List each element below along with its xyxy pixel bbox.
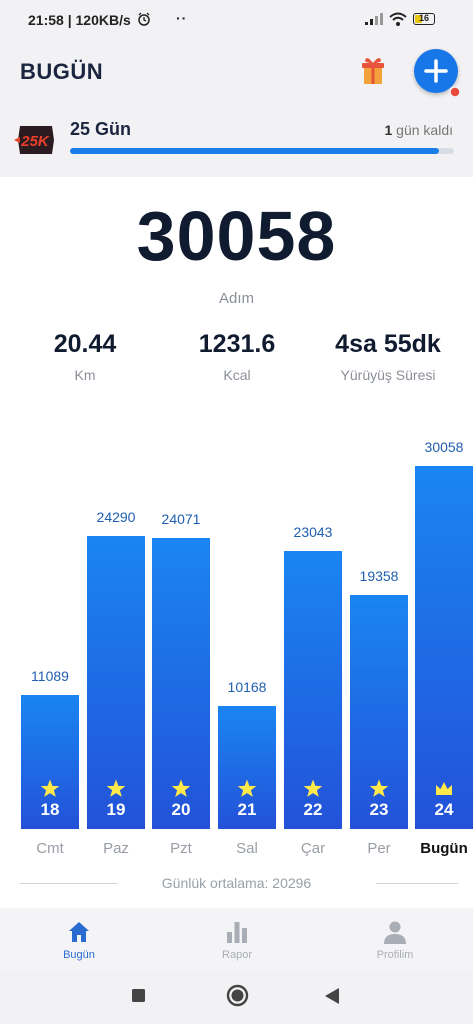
distance-value: 20.44 xyxy=(53,330,117,358)
chart-bar-value: 24290 xyxy=(96,509,136,525)
chart-category-label: Paz xyxy=(103,840,129,857)
chart-category-label: Per xyxy=(367,840,391,857)
chart-category-label: Pzt xyxy=(170,840,192,857)
step-count-label: Adım xyxy=(218,290,254,307)
duration-stat: 4sa 55dk Yürüyüş Süresi xyxy=(309,330,467,383)
chart-category-label: Sal xyxy=(236,840,258,857)
chart-bar[interactable] xyxy=(415,466,473,829)
goal-remaining: 1 gün kaldı xyxy=(384,122,453,138)
duration-value: 4sa 55dk xyxy=(335,330,441,358)
battery-level: 16 xyxy=(418,13,429,23)
chart-category-label: Bugün xyxy=(420,840,468,857)
recents-icon[interactable] xyxy=(131,988,146,1003)
chart-bar-day: 19 xyxy=(106,800,126,819)
tab-report[interactable]: Rapor xyxy=(158,908,316,970)
notification-dots: ·· xyxy=(176,10,188,26)
status-bar: 21:58 | 120KB/s ·· 16 xyxy=(0,0,473,42)
goal-badge-icon: 25K xyxy=(14,126,54,154)
weekly-steps-chart: 11089 18 Cmt 24290 19 Paz 24071 20 Pzt 10168 21 Sal… xyxy=(0,430,473,870)
home-nav-icon[interactable] xyxy=(226,984,249,1007)
chart-bar-value: 24071 xyxy=(161,511,201,527)
bottom-tab-bar: Bugün Rapor Profilim xyxy=(0,908,473,970)
header: BUGÜN 25K 25 Gün 1 gün kaldı xyxy=(0,42,473,177)
chart-bar-day: 20 xyxy=(171,800,191,819)
bar-chart-icon xyxy=(227,922,247,943)
goal-progress-fill xyxy=(70,148,439,154)
goal-remaining-text: gün kaldı xyxy=(392,122,453,138)
tab-today-label: Bugün xyxy=(63,949,95,961)
chart-bar[interactable] xyxy=(21,695,79,829)
chart-bar-day: 22 xyxy=(303,800,323,819)
chart-bar-value: 23043 xyxy=(293,524,333,540)
chart-bar[interactable] xyxy=(218,706,276,829)
crown-icon xyxy=(436,782,452,795)
calories-stat: 1231.6 Kcal xyxy=(158,330,316,383)
distance-stat: 20.44 Km xyxy=(6,330,164,383)
person-icon xyxy=(384,921,406,944)
status-time-speed: 21:58 | 120KB/s xyxy=(28,12,131,28)
star-icon xyxy=(369,779,389,797)
gift-icon[interactable] xyxy=(359,54,387,86)
calories-value: 1231.6 xyxy=(198,330,276,358)
calories-label: Kcal xyxy=(223,367,251,383)
alarm-icon xyxy=(138,12,150,26)
chart-bar-value: 11089 xyxy=(31,668,69,684)
average-divider-left xyxy=(20,883,118,884)
step-count: 30058 xyxy=(136,197,337,275)
duration-label: Yürüyüş Süresi xyxy=(340,367,436,383)
chart-bar-value: 10168 xyxy=(227,679,267,695)
star-icon xyxy=(106,779,126,797)
add-button[interactable] xyxy=(414,49,458,93)
tab-profile[interactable]: Profilim xyxy=(316,908,473,970)
star-icon xyxy=(237,779,257,797)
chart-category-label: Cmt xyxy=(36,840,64,857)
chart-bar-day: 24 xyxy=(434,800,454,819)
average-divider-right xyxy=(376,883,458,884)
tab-today[interactable]: Bugün xyxy=(0,908,158,970)
back-icon[interactable] xyxy=(324,987,340,1005)
chart-bar-day: 23 xyxy=(369,800,389,819)
star-icon xyxy=(171,779,191,797)
tab-report-label: Rapor xyxy=(222,949,252,961)
goal-remaining-number: 1 xyxy=(384,122,393,138)
star-icon xyxy=(303,779,323,797)
chart-bar-day: 18 xyxy=(40,800,60,819)
chart-bar-day: 21 xyxy=(237,800,257,819)
goal-label: 25 Gün xyxy=(70,119,132,139)
chart-bar-value: 19358 xyxy=(359,568,399,584)
tab-profile-label: Profilim xyxy=(376,949,414,961)
chart-category-label: Çar xyxy=(300,840,326,857)
daily-average: Günlük ortalama: 20296 xyxy=(161,875,312,891)
plus-icon xyxy=(424,59,448,83)
page-title: BUGÜN xyxy=(20,59,104,84)
wifi-icon xyxy=(389,12,407,26)
distance-label: Km xyxy=(74,367,96,383)
notification-dot xyxy=(449,86,461,98)
star-icon xyxy=(40,779,60,797)
goal-progress-bar xyxy=(70,148,454,154)
battery-icon: 16 xyxy=(413,13,435,25)
chart-bar-value: 30058 xyxy=(424,439,464,455)
system-nav-bar xyxy=(0,970,473,1024)
home-icon xyxy=(69,922,89,942)
goal-badge-text: 25K xyxy=(20,133,50,150)
signal-icon xyxy=(365,13,383,25)
